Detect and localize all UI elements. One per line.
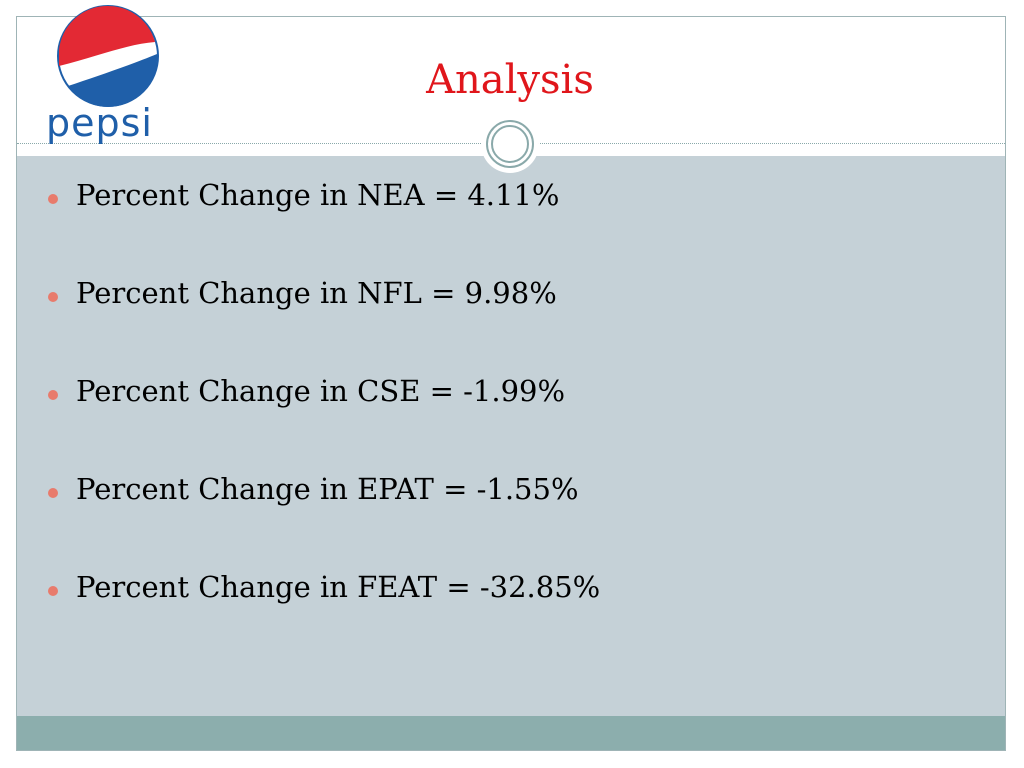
pepsi-globe-icon — [57, 5, 159, 107]
pepsi-wordmark: pepsi — [46, 101, 153, 144]
bullet-item: Percent Change in NEA = 4.11% — [44, 170, 944, 268]
pepsi-logo: pepsi — [46, 5, 159, 144]
bullet-item: Percent Change in CSE = -1.99% — [44, 366, 944, 464]
content-panel — [17, 156, 1005, 716]
bullet-item: Percent Change in NFL = 9.98% — [44, 268, 944, 366]
bullet-text: Percent Change in NEA = 4.11% — [76, 178, 560, 212]
bullet-dot-icon — [48, 586, 58, 596]
bullet-dot-icon — [48, 390, 58, 400]
bullet-dot-icon — [48, 292, 58, 302]
bullet-item: Percent Change in FEAT = -32.85% — [44, 562, 944, 660]
bullet-list: Percent Change in NEA = 4.11% Percent Ch… — [44, 170, 944, 660]
bullet-dot-icon — [48, 194, 58, 204]
ring-ornament — [481, 115, 539, 173]
bullet-text: Percent Change in FEAT = -32.85% — [76, 570, 601, 604]
bullet-text: Percent Change in EPAT = -1.55% — [76, 472, 579, 506]
slide-title: Analysis — [426, 57, 594, 103]
footer-band — [17, 716, 1005, 750]
bullet-text: Percent Change in CSE = -1.99% — [76, 374, 566, 408]
bullet-dot-icon — [48, 488, 58, 498]
bullet-text: Percent Change in NFL = 9.98% — [76, 276, 557, 310]
bullet-item: Percent Change in EPAT = -1.55% — [44, 464, 944, 562]
